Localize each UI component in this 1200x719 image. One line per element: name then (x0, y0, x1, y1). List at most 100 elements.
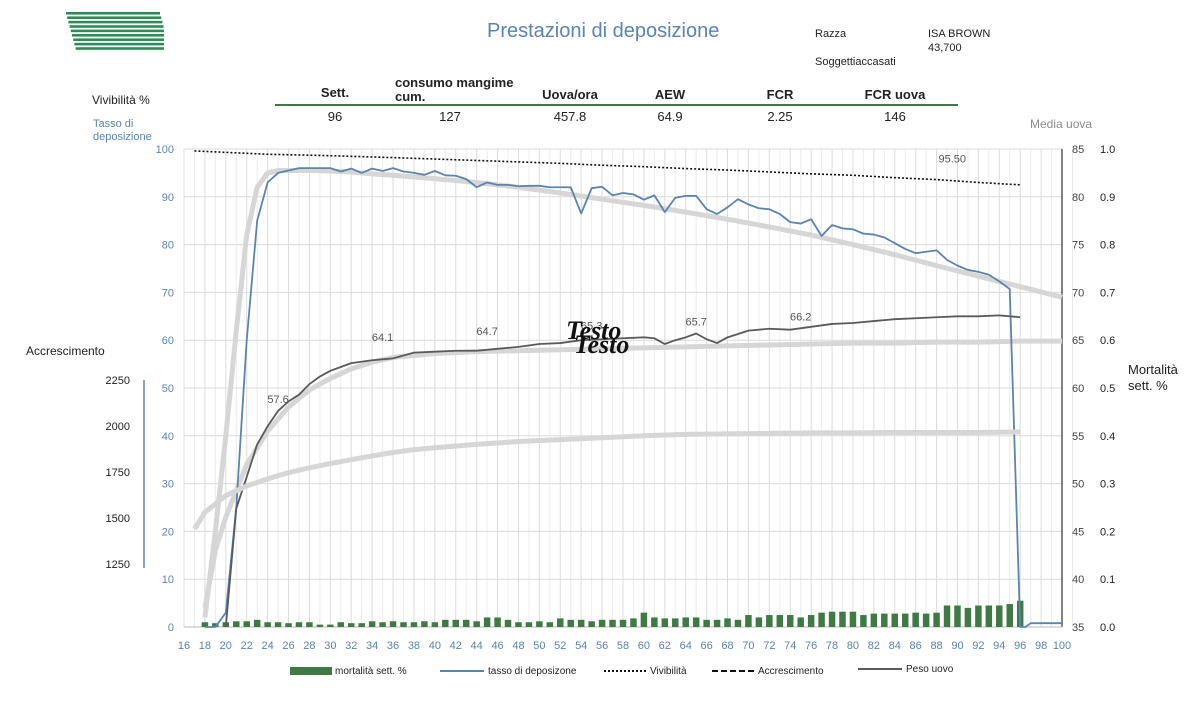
data-label: 95.50 (938, 154, 966, 166)
stat-label: FCR uova (864, 87, 926, 102)
mortality-bar (713, 619, 721, 627)
overlay-text: Testo Testo (566, 318, 630, 359)
legend-swatch (858, 668, 902, 671)
mortality-bar (285, 623, 292, 627)
mortality-bar (379, 622, 386, 627)
soggetti-label: Soggettiaccasati (815, 56, 896, 68)
stat-fcr-uova: FCR uova (850, 88, 940, 102)
stat-label: AEW (654, 87, 686, 102)
logo-stripe (70, 29, 165, 33)
x-tick-label: 30 (324, 640, 336, 652)
legend-vivibilita: Vivibilità (604, 666, 687, 677)
mortality-bar (243, 621, 250, 627)
data-label: 57.6 (267, 394, 288, 406)
stat-value: 2.25 (767, 109, 793, 124)
page-title: Prestazioni di deposizione (487, 20, 720, 42)
x-tick-label: 48 (512, 640, 524, 652)
mortality-bar (703, 619, 710, 627)
series-line-vivibilit- (194, 150, 1021, 186)
stats-table: Sett. consumo mangime cum. Uova/ora AEW … (275, 76, 958, 126)
egg-tick-label: 85 (1072, 144, 1084, 156)
x-tick-label: 62 (659, 640, 671, 652)
stats-divider (275, 104, 958, 106)
logo-stripe (66, 12, 160, 15)
standard-curve (202, 168, 1063, 618)
mortality-bar (922, 613, 930, 627)
mortality-bar (807, 615, 815, 627)
x-tick-label: 76 (805, 640, 817, 652)
mortality-bar (755, 617, 763, 627)
mortality-bar (316, 624, 324, 627)
razza-label: Razza (815, 28, 847, 40)
standard-curve (202, 338, 1062, 609)
mortality-bar (515, 622, 522, 627)
left-tick-label: 60 (162, 335, 174, 347)
mortality-bar (860, 615, 867, 627)
egg-tick-label: 55 (1072, 431, 1084, 443)
x-tick-label: 82 (868, 640, 880, 652)
left-axis-title: Vivibilità % (92, 93, 150, 107)
data-label: 66.2 (790, 312, 811, 324)
series-line-tasso-di-deposizione (204, 167, 1062, 628)
x-tick-label: 40 (429, 640, 441, 652)
left-tick-label: 50 (162, 383, 174, 395)
mortality-bar (975, 605, 982, 627)
mortality-bar (985, 605, 993, 627)
mortality-tick-label: 0.7 (1100, 287, 1115, 299)
mortality-bar (483, 617, 491, 627)
x-tick-label: 60 (638, 640, 650, 652)
mortality-bar (692, 617, 700, 627)
left-tick-label: 100 (156, 144, 174, 156)
logo-stripes (66, 12, 170, 50)
egg-tick-label: 75 (1072, 240, 1084, 252)
logo-stripe (75, 47, 170, 50)
mortality-bar (201, 622, 209, 627)
x-tick-label: 66 (700, 640, 712, 652)
series-line-accrescimento (192, 429, 1021, 531)
mortality-bar (389, 621, 397, 627)
x-tick-label: 64 (680, 640, 692, 652)
mortality-bar (452, 619, 460, 627)
overlay-text-line: Testo (574, 330, 630, 359)
mortality-bar (525, 622, 533, 627)
mortality-bar (400, 622, 407, 627)
x-tick-label: 32 (345, 640, 357, 652)
stat-fcr: FCR (740, 88, 820, 102)
mortality-bar (776, 615, 784, 627)
mortality-tick-label: 0.9 (1100, 192, 1115, 204)
mortality-bar (274, 622, 282, 627)
stat-label: Uova/ora (542, 87, 598, 102)
data-label: 65.7 (685, 317, 706, 329)
mortality-bar (661, 618, 669, 627)
mortality-bar (473, 621, 480, 627)
mortality-bar (1006, 604, 1013, 627)
mortality-bar (818, 612, 825, 627)
stat-value: 457.8 (553, 109, 587, 124)
x-tick-label: 84 (889, 640, 901, 652)
egg-tick-label: 35 (1072, 622, 1084, 634)
left-tick-label: 30 (162, 479, 174, 491)
x-tick-label: 38 (408, 640, 420, 652)
logo-stripe (73, 38, 168, 41)
mortality-bar (964, 607, 972, 627)
mortality-bar (598, 619, 606, 627)
mortality-bar (954, 605, 961, 627)
x-tick-label: 58 (617, 640, 629, 652)
mortality-bar (766, 615, 773, 627)
growth-tick-label: 1500 (106, 513, 130, 525)
growth-axis-title: Accrescimento (26, 344, 105, 358)
left-tick-label: 40 (162, 431, 174, 443)
mortality-tick-label: 0.3 (1100, 479, 1115, 491)
mortality-bar (212, 623, 219, 627)
mortality-bar (943, 605, 951, 627)
mortality-bar (295, 622, 303, 627)
egg-tick-label: 45 (1072, 526, 1084, 538)
mortality-bar (567, 619, 574, 627)
egg-tick-label: 40 (1072, 574, 1084, 586)
mortality-bar (912, 612, 919, 627)
mortality-tick-label: 1.0 (1100, 144, 1115, 156)
mortality-bar (640, 612, 648, 627)
stat-sett: Sett. (295, 86, 375, 100)
x-tick-label: 80 (847, 640, 859, 652)
x-tick-label: 28 (303, 640, 315, 652)
